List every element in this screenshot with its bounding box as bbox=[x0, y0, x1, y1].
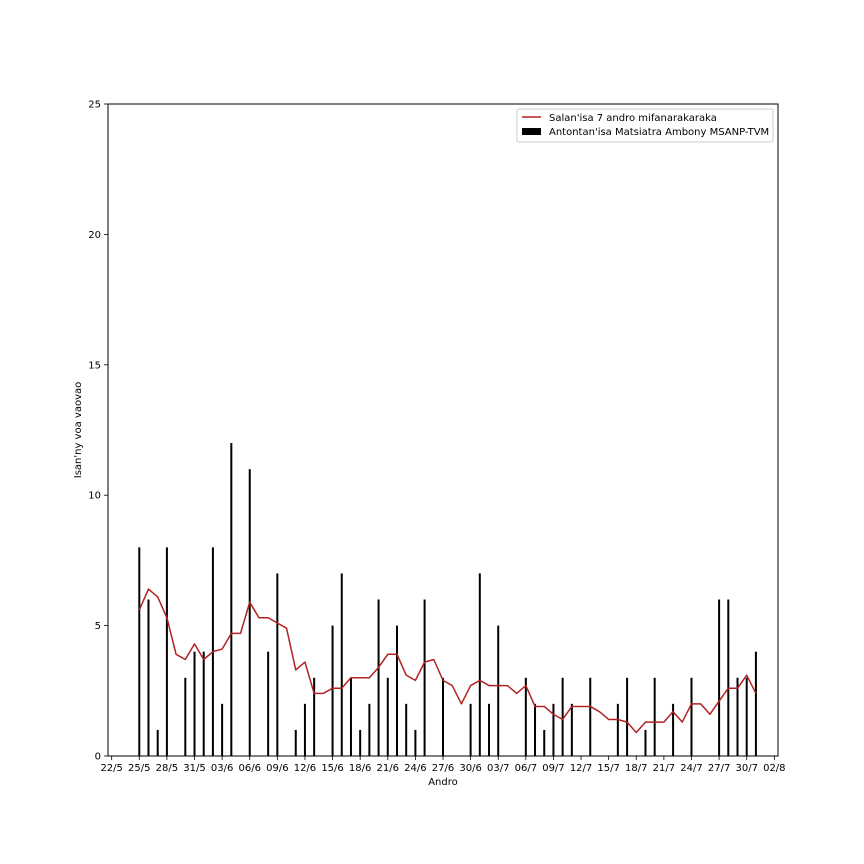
y-tick-label: 10 bbox=[88, 491, 101, 502]
x-tick-label: 22/5 bbox=[100, 763, 122, 774]
y-tick-label: 5 bbox=[95, 621, 101, 632]
x-tick-label: 31/5 bbox=[183, 763, 205, 774]
bar bbox=[405, 703, 408, 756]
bar bbox=[644, 729, 647, 756]
bar bbox=[718, 599, 721, 756]
x-tick-label: 21/6 bbox=[377, 763, 399, 774]
bar bbox=[745, 677, 748, 756]
bar bbox=[331, 625, 334, 756]
x-tick-label: 03/7 bbox=[487, 763, 509, 774]
bar bbox=[267, 651, 270, 756]
bar bbox=[313, 677, 316, 756]
x-tick-label: 02/8 bbox=[763, 763, 785, 774]
bar bbox=[202, 651, 205, 756]
bar bbox=[754, 651, 757, 756]
bar bbox=[488, 703, 491, 756]
x-tick-label: 06/6 bbox=[238, 763, 260, 774]
x-tick-label: 24/6 bbox=[404, 763, 426, 774]
y-axis-label: Isan'ny voa vaovao bbox=[73, 382, 84, 478]
bar bbox=[303, 703, 306, 756]
x-tick-label: 30/7 bbox=[735, 763, 757, 774]
x-tick-label: 25/5 bbox=[128, 763, 150, 774]
bar bbox=[497, 625, 500, 756]
bar bbox=[221, 703, 224, 756]
x-tick-label: 09/6 bbox=[266, 763, 288, 774]
x-tick-label: 27/6 bbox=[432, 763, 454, 774]
x-tick-label: 28/5 bbox=[156, 763, 178, 774]
legend-bar-label: Antontan'isa Matsiatra Ambony MSANP-TVM bbox=[549, 127, 769, 138]
bar bbox=[368, 703, 371, 756]
bar bbox=[589, 677, 592, 756]
x-tick-label: 03/6 bbox=[211, 763, 233, 774]
y-tick-label: 25 bbox=[88, 100, 101, 111]
bar bbox=[147, 599, 150, 756]
bar bbox=[386, 677, 389, 756]
x-tick-label: 21/7 bbox=[653, 763, 675, 774]
bar bbox=[156, 729, 159, 756]
x-tick-label: 12/7 bbox=[570, 763, 592, 774]
bar bbox=[276, 573, 279, 756]
x-tick-label: 27/7 bbox=[708, 763, 730, 774]
y-axis-ticks: 0 5 10 15 20 25 bbox=[88, 100, 108, 763]
bar bbox=[184, 677, 187, 756]
bar bbox=[478, 573, 481, 756]
x-tick-label: 18/6 bbox=[349, 763, 371, 774]
x-tick-label: 09/7 bbox=[542, 763, 564, 774]
bar bbox=[359, 729, 362, 756]
bar bbox=[248, 469, 251, 756]
bar bbox=[193, 651, 196, 756]
bar bbox=[165, 547, 168, 756]
bar bbox=[524, 677, 527, 756]
bar bbox=[414, 729, 417, 756]
x-tick-label: 12/6 bbox=[294, 763, 316, 774]
bar bbox=[626, 677, 629, 756]
bar bbox=[552, 703, 555, 756]
bar bbox=[534, 703, 537, 756]
bar bbox=[561, 677, 564, 756]
bar bbox=[690, 677, 693, 756]
x-axis-ticks: 22/5 25/5 28/5 31/5 03/6 06/6 09/6 12/6 15/6 18/6… bbox=[100, 756, 786, 774]
x-tick-label: 30/6 bbox=[459, 763, 481, 774]
bar bbox=[727, 599, 730, 756]
y-tick-label: 20 bbox=[88, 230, 101, 241]
x-tick-label: 06/7 bbox=[515, 763, 537, 774]
bar bbox=[672, 703, 675, 756]
x-tick-label: 15/6 bbox=[321, 763, 343, 774]
x-axis-label: Andro bbox=[428, 777, 458, 788]
bar bbox=[138, 547, 141, 756]
moving-average-line bbox=[138, 588, 757, 734]
legend: Salan'isa 7 andro mifanarakaraka Antonta… bbox=[516, 108, 774, 143]
bar bbox=[377, 599, 380, 756]
bar bbox=[543, 729, 546, 756]
bar bbox=[736, 677, 739, 756]
legend-line-label: Salan'isa 7 andro mifanarakaraka bbox=[549, 113, 717, 124]
bar bbox=[616, 703, 619, 756]
bar bbox=[653, 677, 656, 756]
bar bbox=[442, 677, 444, 756]
legend-bar-swatch bbox=[522, 128, 541, 135]
bar bbox=[230, 443, 233, 756]
y-tick-label: 0 bbox=[95, 752, 101, 763]
bar bbox=[423, 599, 426, 756]
bar bbox=[469, 703, 472, 756]
x-tick-label: 24/7 bbox=[680, 763, 702, 774]
bar bbox=[294, 729, 297, 756]
legend-box bbox=[516, 108, 774, 143]
line-series bbox=[138, 588, 757, 734]
x-tick-label: 15/7 bbox=[597, 763, 619, 774]
bar bbox=[349, 677, 352, 756]
x-tick-label: 18/7 bbox=[625, 763, 647, 774]
y-tick-label: 15 bbox=[88, 360, 101, 371]
bar bbox=[395, 625, 398, 756]
bar bbox=[340, 573, 343, 756]
bar bbox=[570, 703, 573, 756]
